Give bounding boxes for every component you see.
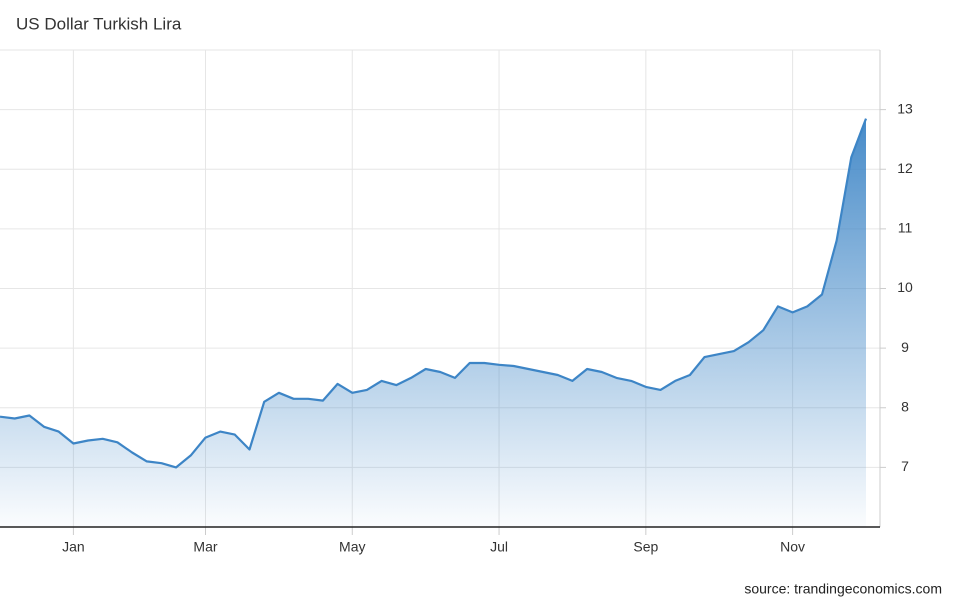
x-tick-label: May	[339, 539, 365, 555]
line	[0, 118, 868, 469]
y-tick-label: 13	[897, 100, 913, 116]
x-tick-label: Jul	[490, 539, 508, 555]
chart-title: US Dollar Turkish Lira	[16, 14, 182, 33]
y-tick-label: 11	[898, 220, 913, 236]
x-tick-label: Sep	[633, 539, 658, 555]
area-fill	[0, 118, 866, 527]
y-tick-label: 12	[897, 160, 913, 176]
y-tick-label: 9	[901, 339, 909, 355]
source: source: trandingeconomics.com	[744, 581, 942, 597]
y-tick-label: 10	[897, 279, 913, 295]
x-tick-label: Jan	[62, 539, 85, 555]
x-tick-label: Mar	[193, 539, 217, 555]
x-tick-label: Nov	[780, 539, 805, 555]
y-tick-label: 8	[901, 398, 909, 414]
y-tick-label: 7	[901, 458, 909, 474]
